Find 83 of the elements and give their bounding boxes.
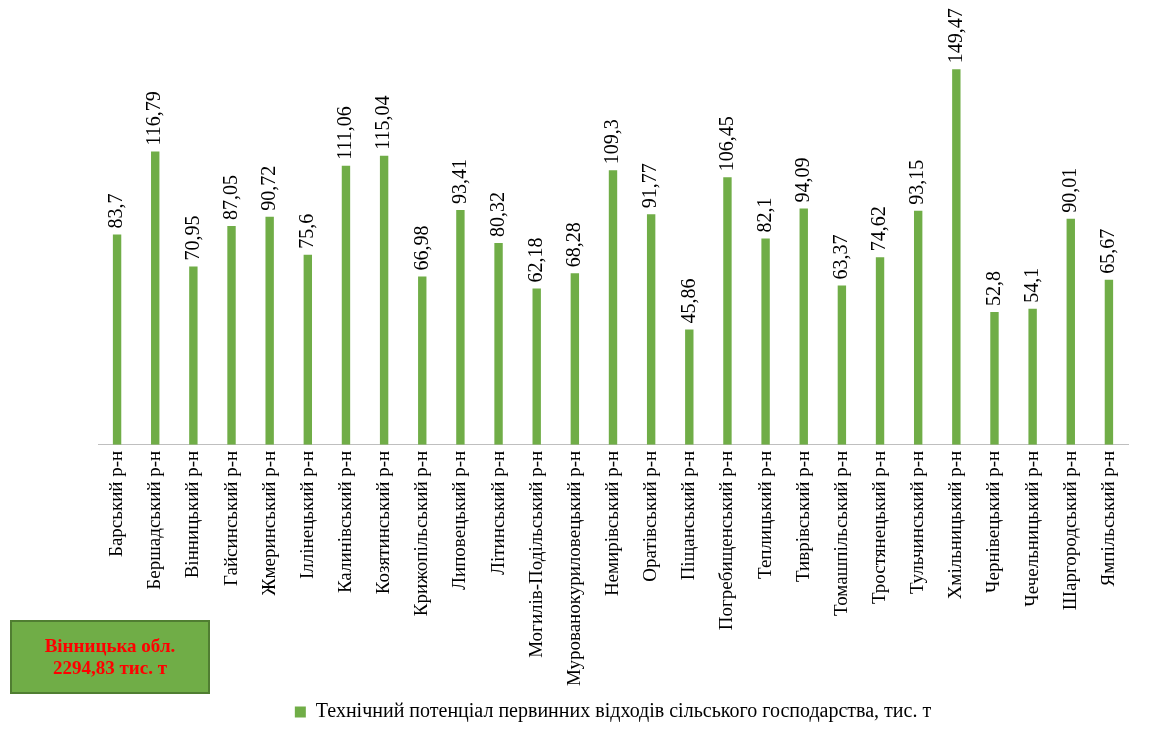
x-tick-label: Іллінецький р-н bbox=[295, 450, 317, 580]
x-tick-label: Липовецький р-н bbox=[448, 450, 470, 590]
bar bbox=[761, 238, 770, 445]
bar bbox=[990, 312, 999, 445]
data-label: 90,72 bbox=[256, 165, 279, 211]
bar bbox=[837, 285, 847, 445]
data-label: 70,95 bbox=[180, 215, 203, 261]
data-label: 66,98 bbox=[409, 225, 432, 271]
data-label: 80,32 bbox=[485, 191, 508, 237]
x-tick-label: Теплицький р-н bbox=[753, 450, 775, 579]
data-label: 87,05 bbox=[218, 175, 241, 221]
x-tick-label: Хмільницький р-н bbox=[944, 450, 966, 600]
data-label: 45,86 bbox=[676, 278, 699, 324]
x-tick-label: Мурованокуриловецький р-н bbox=[562, 450, 584, 686]
data-label: 75,6 bbox=[295, 213, 318, 249]
x-tick-label: Піщанський р-н bbox=[677, 450, 699, 581]
data-label: 91,77 bbox=[638, 163, 661, 209]
x-tick-label: Погребищенський р-н bbox=[715, 450, 737, 631]
bar bbox=[685, 329, 694, 445]
bar bbox=[875, 257, 885, 445]
bar bbox=[1066, 218, 1075, 445]
x-tick-label: Гайсинський р-н bbox=[219, 450, 241, 586]
x-tick-label: Тульчинський р-н bbox=[906, 450, 928, 595]
data-label: 65,67 bbox=[1096, 228, 1119, 274]
x-tick-label: Вінницький р-н bbox=[181, 450, 203, 579]
bar bbox=[570, 273, 580, 445]
bar bbox=[913, 210, 923, 445]
x-tick-label: Томашпільський р-н bbox=[829, 450, 851, 616]
data-label: 68,28 bbox=[562, 222, 585, 268]
data-label: 52,8 bbox=[981, 271, 1004, 307]
data-label: 54,1 bbox=[1019, 267, 1042, 303]
bar bbox=[494, 242, 503, 445]
bar bbox=[1028, 308, 1037, 445]
bar bbox=[723, 177, 732, 445]
x-tick-label: Барський р-н bbox=[105, 450, 127, 557]
data-label: 82,1 bbox=[752, 197, 775, 233]
x-tick-label: Ямпільський р-н bbox=[1096, 450, 1118, 587]
bar bbox=[112, 234, 122, 445]
data-label: 111,06 bbox=[333, 106, 356, 160]
data-label: 83,7 bbox=[104, 193, 127, 229]
bar bbox=[341, 165, 351, 445]
bar bbox=[532, 288, 541, 445]
data-label: 90,01 bbox=[1058, 167, 1081, 213]
x-tick-label: Тиврівський р-н bbox=[791, 450, 813, 583]
bar bbox=[265, 216, 274, 445]
data-label: 93,41 bbox=[447, 159, 470, 205]
bar bbox=[189, 266, 198, 445]
x-tick-label: Немирівський р-н bbox=[600, 450, 622, 597]
x-tick-label: Літинський р-н bbox=[486, 450, 508, 575]
data-label: 115,04 bbox=[371, 95, 394, 150]
bar bbox=[227, 226, 236, 445]
bar bbox=[303, 254, 313, 445]
x-tick-label: Могилів-Подільський р-н bbox=[524, 450, 546, 658]
bar bbox=[799, 208, 808, 445]
bar bbox=[151, 151, 160, 445]
text: Вінницька обл. 2294,83 тис. т bbox=[10, 620, 210, 694]
x-tick-label: Козятинський р-н bbox=[372, 450, 394, 595]
data-label: 94,09 bbox=[790, 157, 813, 203]
bar bbox=[1104, 279, 1114, 445]
x-tick-label: Чернівецький р-н bbox=[982, 450, 1004, 593]
legend-label: Технічний потенціал первинних відходів сільського господарства, тис. т bbox=[315, 699, 932, 723]
x-tick-label: Жмеринський р-н bbox=[257, 450, 279, 596]
bar bbox=[646, 214, 656, 445]
bar bbox=[608, 170, 618, 445]
data-label: 149,47 bbox=[943, 8, 966, 64]
bar bbox=[952, 69, 961, 445]
data-label: 116,79 bbox=[142, 91, 165, 146]
bar bbox=[379, 155, 389, 445]
data-label: 106,45 bbox=[714, 116, 737, 172]
data-label: 62,18 bbox=[523, 237, 546, 283]
data-label: 93,15 bbox=[905, 159, 928, 205]
x-tick-label: Шаргородський р-н bbox=[1058, 450, 1080, 611]
bar bbox=[418, 276, 427, 445]
x-tick-label: Крижопільський р-н bbox=[410, 450, 432, 617]
x-tick-label: Оратівський р-н bbox=[639, 450, 661, 582]
data-label: 74,62 bbox=[867, 206, 890, 252]
x-tick-label: Калинівський р-н bbox=[333, 450, 355, 594]
x-tick-label: Бершадський р-н bbox=[143, 450, 165, 590]
x-tick-label: Чечельницький р-н bbox=[1020, 450, 1042, 607]
data-label: 63,37 bbox=[829, 234, 852, 280]
bar bbox=[456, 210, 465, 445]
x-tick-label: Тростянецький р-н bbox=[868, 450, 890, 605]
data-label: 109,3 bbox=[600, 119, 623, 165]
